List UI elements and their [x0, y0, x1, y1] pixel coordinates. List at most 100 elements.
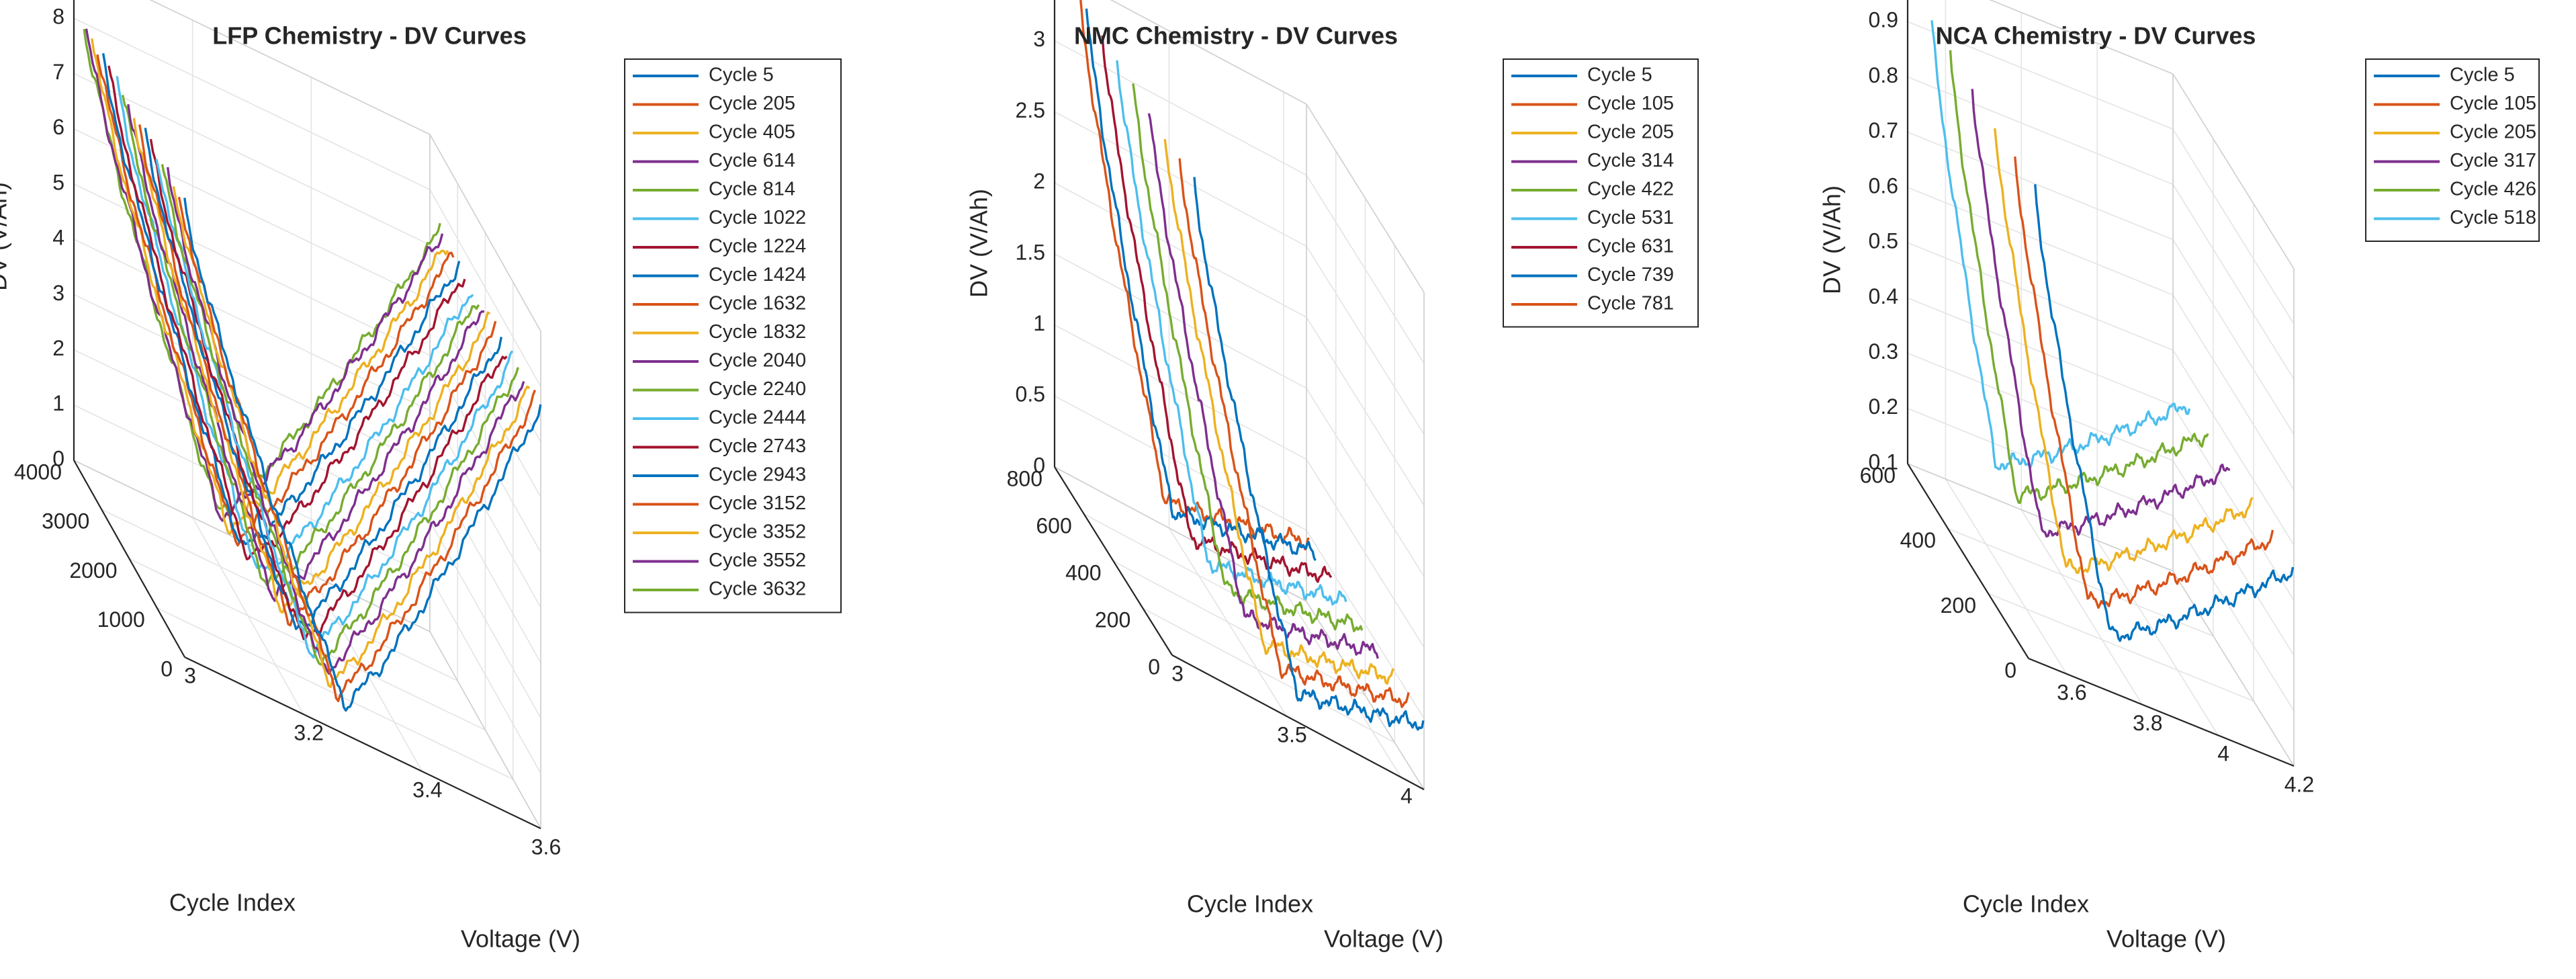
series-line-cycle-105: [1178, 158, 1410, 708]
legend-label: Cycle 3632: [709, 579, 806, 600]
z-tick-label: 0.8: [1869, 63, 1898, 87]
axis-line: [1171, 654, 1425, 790]
series-line-cycle-3552: [85, 28, 444, 522]
y-tick-label: 800: [1007, 466, 1042, 491]
x-tick-label: 3.6: [2057, 680, 2086, 704]
legend-label: Cycle 5: [709, 65, 774, 86]
y-axis-label: Cycle Index: [1963, 890, 2089, 918]
series-line-cycle-614: [167, 167, 525, 675]
box-edge: [429, 134, 541, 332]
legend-label: Cycle 2943: [709, 464, 806, 486]
box-edge: [1054, 466, 1307, 602]
x-grid-line: [2020, 12, 2143, 705]
z-grid-line: [1907, 242, 2295, 546]
box-edge: [1989, 0, 2174, 75]
z-axis-label: DV (V/Ah): [965, 189, 993, 298]
z-tick-label: 4: [52, 226, 64, 250]
x-axis-label: Voltage (V): [2106, 925, 2226, 953]
legend-label: Cycle 2444: [709, 407, 806, 429]
z-tick-label: 2.5: [1016, 98, 1045, 122]
series-line-cycle-317: [1971, 89, 2231, 538]
box-edge: [1110, 0, 1307, 105]
z-tick-label: 0.1: [1869, 450, 1898, 474]
z-tick-label: 1: [52, 391, 64, 415]
axis-lines: [73, 0, 541, 829]
z-tick-label: 3: [52, 281, 64, 305]
series-line-cycle-1022: [155, 159, 514, 659]
legend-label: Cycle 3352: [709, 521, 806, 543]
legend-label: Cycle 1022: [709, 207, 806, 228]
legend-box: [624, 58, 842, 613]
y-tick-label: 0: [2004, 658, 2016, 682]
legend-label: Cycle 1224: [709, 236, 806, 257]
y-tick-label: 200: [1941, 593, 1976, 618]
series-line-cycle-781: [1079, 0, 1310, 551]
series-line-cycle-2943: [101, 53, 461, 546]
legend: Cycle 5 Cycle 105 Cycle 205 Cycle 314 Cycle …: [1503, 58, 1699, 328]
z-grid-line: [1907, 297, 2295, 601]
y-axis-label: Cycle Index: [169, 889, 296, 917]
z-tick-label: 0.6: [1869, 173, 1898, 198]
series-line-cycle-405: [172, 185, 531, 688]
series-line-cycle-531: [1116, 60, 1347, 606]
box-edge: [2172, 570, 2295, 767]
z-grid-line: [1054, 182, 1425, 506]
z-tick-label: 1.5: [1016, 240, 1045, 264]
x-tick-label: 4.2: [2284, 772, 2314, 796]
series-line-cycle-518: [1930, 20, 2191, 470]
z-tick-label: 0.5: [1016, 382, 1045, 407]
series-line-cycle-2040: [127, 103, 485, 602]
legend-label: Cycle 518: [2450, 207, 2536, 228]
z-grid-line: [1907, 76, 2295, 380]
y-tick-label: 0: [161, 656, 173, 681]
chart-title: NMC Chemistry - DV Curves: [1074, 22, 1398, 50]
series-line-cycle-5: [1193, 177, 1425, 731]
legend-label: Cycle 1832: [709, 321, 806, 343]
x-tick-label: 3: [1171, 661, 1184, 685]
chart-title: NCA Chemistry - DV Curves: [1936, 22, 2256, 50]
axes-box: [1907, 0, 2295, 767]
z-tick-label: 0: [1033, 453, 1045, 477]
legend: Cycle 5 Cycle 105 Cycle 205 Cycle 317 Cycle …: [2365, 58, 2540, 242]
z-grid-line: [73, 239, 541, 608]
z-tick-label: 0.4: [1869, 284, 1898, 308]
legend-label: Cycle 205: [1587, 122, 1674, 143]
y-tick-label: 200: [1095, 607, 1130, 632]
legend-label: Cycle 314: [1587, 150, 1674, 171]
series-line-cycle-5: [183, 198, 542, 712]
x-grid-line: [2172, 74, 2295, 767]
legend-label: Cycle 781: [1587, 293, 1674, 314]
chart-title: LFP Chemistry - DV Curves: [212, 22, 526, 50]
series-line-cycle-2444: [116, 76, 474, 571]
y-tick-label: 0: [1148, 654, 1160, 679]
axis-line: [184, 656, 541, 829]
legend-label: Cycle 614: [709, 150, 795, 171]
z-tick-label: 0.7: [1869, 118, 1898, 142]
legend-label: Cycle 205: [709, 93, 795, 114]
z-tick-label: 3: [1033, 27, 1045, 51]
box-edge: [429, 631, 541, 829]
box-edge: [1306, 601, 1425, 790]
axis-lines: [1053, 0, 1425, 790]
series-line-cycle-426: [1949, 50, 2209, 505]
legend-label: Cycle 105: [1587, 93, 1674, 114]
legend-label: Cycle 531: [1587, 207, 1674, 228]
legend-label: Cycle 2743: [709, 435, 806, 457]
y-tick-label: 1000: [97, 607, 145, 632]
z-grid-line: [73, 349, 541, 718]
z-axis-label: DV (V/Ah): [1818, 185, 1846, 294]
z-tick-label: 0.3: [1869, 339, 1898, 364]
z-tick-label: 6: [52, 115, 64, 139]
series-line-cycle-814: [161, 164, 520, 666]
legend-label: Cycle 105: [2450, 93, 2536, 114]
z-grid-line: [1054, 111, 1425, 435]
legend-label: Cycle 814: [709, 179, 795, 200]
y-axis-label: Cycle Index: [1187, 890, 1313, 918]
y-tick-label: 3000: [42, 509, 89, 534]
axis-lines: [1906, 0, 2295, 767]
x-axis-label: Voltage (V): [461, 925, 580, 953]
axes-box: [73, 0, 541, 829]
series-line-cycle-2743: [107, 65, 466, 560]
x-tick-label: 3.4: [412, 777, 442, 802]
y-tick-label: 4000: [14, 460, 62, 484]
